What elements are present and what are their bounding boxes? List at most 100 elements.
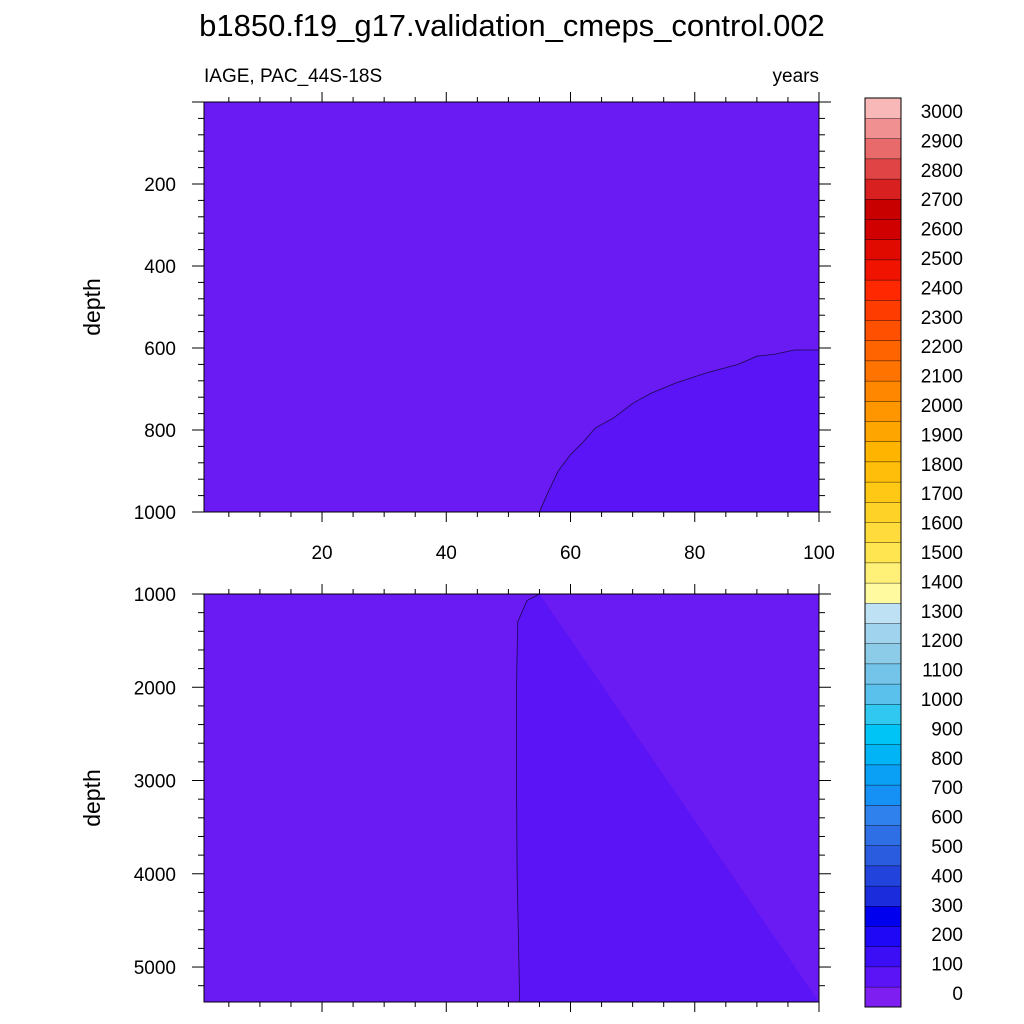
- colorbar-box: [864, 764, 902, 786]
- colorbar-box: [864, 602, 902, 624]
- colorbar-box: [864, 501, 902, 523]
- y-tick-label: 200: [144, 175, 176, 196]
- y-tick-label: 600: [144, 339, 176, 360]
- variable-label: IAGE, PAC_44S-18S: [204, 66, 382, 87]
- colorbar-label: 700: [931, 778, 963, 799]
- colorbar-box: [864, 724, 902, 745]
- colorbar-box: [864, 441, 902, 463]
- y-tick-label: 1000: [134, 503, 176, 524]
- colorbar-label: 1400: [921, 572, 963, 593]
- colorbar-box: [864, 703, 902, 725]
- colorbar-label: 400: [931, 866, 963, 887]
- colorbar-box: [864, 421, 902, 442]
- colorbar-box: [864, 360, 902, 382]
- colorbar-box: [864, 865, 902, 887]
- colorbar-label: 2000: [921, 396, 963, 417]
- y-tick-label: 5000: [134, 958, 176, 979]
- colorbar-label: 900: [931, 719, 963, 740]
- y-tick-label: 1000: [134, 585, 176, 606]
- colorbar-box: [864, 279, 902, 301]
- colorbar-box: [864, 986, 902, 1008]
- colorbar-box: [864, 966, 902, 988]
- colorbar-label: 600: [931, 808, 963, 829]
- plot-frame: [203, 101, 820, 513]
- colorbar-box: [864, 340, 902, 362]
- colorbar-label: 100: [931, 955, 963, 976]
- y-tick-label: 3000: [134, 772, 176, 793]
- y-axis-label: depth: [79, 278, 105, 336]
- colorbar-box: [864, 461, 902, 483]
- contour-line: [539, 349, 819, 513]
- y-tick-label: 800: [144, 421, 176, 442]
- colorbar-label: 2300: [921, 308, 963, 329]
- colorbar-label: 200: [931, 925, 963, 946]
- plot-frame: [203, 593, 820, 1003]
- colorbar-label: 2600: [921, 220, 963, 241]
- colorbar-label: 500: [931, 837, 963, 858]
- chart-title: b1850.f19_g17.validation_cmeps_control.0…: [199, 8, 825, 43]
- colorbar-box: [864, 400, 902, 422]
- x-tick-label: 100: [803, 543, 835, 564]
- y-tick-label: 2000: [134, 678, 176, 699]
- colorbar-box: [864, 158, 902, 180]
- colorbar-box: [864, 259, 902, 281]
- colorbar-box: [864, 198, 902, 220]
- colorbar-label: 1800: [921, 455, 963, 476]
- colorbar-box: [864, 138, 902, 160]
- colorbar-label: 3000: [921, 102, 963, 123]
- colorbar: 0 100 200 300 400 500 600 700 800 900 1000 1100 1200…: [864, 97, 963, 1008]
- contour-region: [516, 594, 819, 1002]
- colorbar-box: [864, 905, 902, 927]
- y-axis-label: depth: [79, 769, 105, 827]
- y-tick-label: 4000: [134, 865, 176, 886]
- colorbar-label: 1500: [921, 543, 963, 564]
- colorbar-box: [864, 663, 902, 685]
- colorbar-box: [864, 97, 902, 119]
- colorbar-box: [864, 218, 902, 240]
- x-tick-label: 80: [684, 543, 705, 564]
- colorbar-frame: [864, 97, 902, 1008]
- x-tick-label: 60: [560, 543, 581, 564]
- colorbar-label: 2500: [921, 249, 963, 270]
- colorbar-box: [864, 784, 902, 806]
- colorbar-box: [864, 804, 902, 826]
- colorbar-label: 1600: [921, 514, 963, 535]
- colorbar-label: 1200: [921, 631, 963, 652]
- colorbar-label: 2400: [921, 278, 963, 299]
- colorbar-box: [864, 825, 902, 846]
- colorbar-box: [864, 562, 902, 584]
- colorbar-label: 2700: [921, 190, 963, 211]
- units-label: years: [773, 66, 819, 87]
- colorbar-label: 300: [931, 896, 963, 917]
- colorbar-box: [864, 178, 902, 200]
- colorbar-box: [864, 845, 902, 867]
- colorbar-box: [864, 623, 902, 644]
- colorbar-label: 2100: [921, 367, 963, 388]
- colorbar-label: 800: [931, 749, 963, 770]
- colorbar-label: 0: [952, 984, 963, 1005]
- colorbar-label: 2900: [921, 131, 963, 152]
- x-tick-label: 20: [311, 543, 332, 564]
- contour-region: [539, 350, 819, 512]
- colorbar-box: [864, 683, 902, 705]
- colorbar-box: [864, 320, 902, 341]
- colorbar-label: 1000: [921, 690, 963, 711]
- colorbar-label: 1100: [922, 661, 963, 682]
- colorbar-box: [864, 522, 902, 543]
- colorbar-box: [864, 117, 902, 139]
- colorbar-label: 1700: [921, 484, 963, 505]
- colorbar-label: 1300: [921, 602, 963, 623]
- lower-depth-panel: 1000 2000 3000 4000 5000 depth: [79, 584, 831, 1012]
- colorbar-box: [864, 582, 902, 604]
- colorbar-box: [864, 946, 902, 968]
- colorbar-box: [864, 239, 902, 261]
- colorbar-box: [864, 299, 902, 321]
- colorbar-label: 1900: [921, 425, 963, 446]
- contour-line: [516, 593, 540, 1003]
- colorbar-box: [864, 643, 902, 665]
- colorbar-label: 2800: [921, 161, 963, 182]
- colorbar-box: [864, 481, 902, 503]
- x-tick-label: 40: [436, 543, 457, 564]
- colorbar-box: [864, 542, 902, 564]
